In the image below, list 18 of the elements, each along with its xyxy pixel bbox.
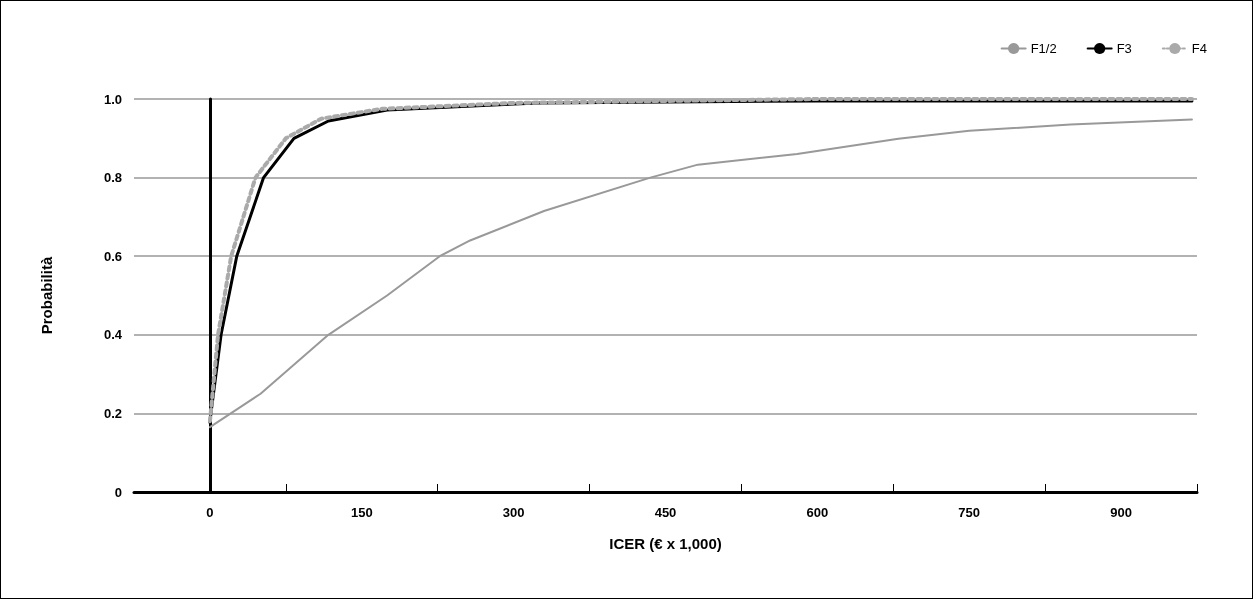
legend-label: F1/2	[1030, 41, 1057, 56]
legend-label: F3	[1116, 41, 1132, 56]
y-tick-label: 0.8	[103, 170, 122, 186]
y-tick-label: 0	[114, 484, 122, 500]
y-tick-label: 0.6	[103, 248, 122, 264]
x-tick-label: 900	[1110, 505, 1132, 520]
x-tick-label: 750	[958, 505, 981, 520]
legend-label: F4	[1191, 41, 1207, 56]
x-tick-label: 450	[654, 505, 677, 520]
x-tick-label: 0	[206, 505, 214, 520]
x-tick-label: 150	[350, 505, 373, 520]
x-tick-label: 600	[806, 505, 829, 520]
y-tick-label: 0.4	[103, 327, 123, 343]
y-tick-label: 0.2	[103, 405, 122, 421]
x-tick-label: 300	[502, 505, 525, 520]
y-axis-title: Probabilità	[38, 256, 55, 335]
x-axis-title: ICER (€ x 1,000)	[609, 535, 722, 552]
y-tick-label: 1.0	[103, 91, 122, 107]
